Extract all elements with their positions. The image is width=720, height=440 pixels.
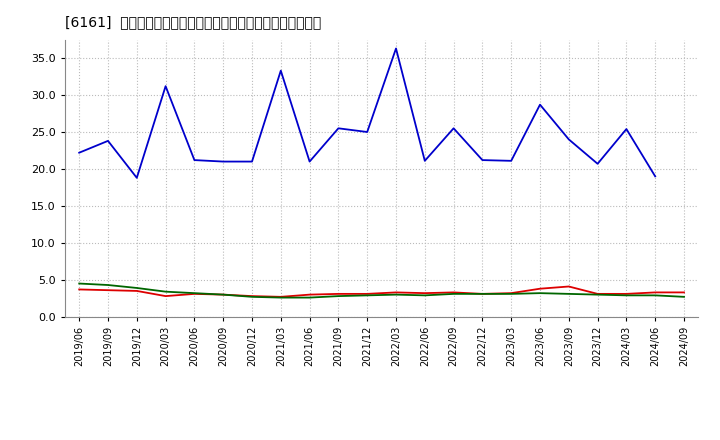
売上債権回転率 <box>420 290 429 296</box>
在庫回転率 <box>478 291 487 297</box>
買入債務回転率 <box>75 150 84 155</box>
売上債権回転率 <box>334 291 343 297</box>
買入債務回転率 <box>132 175 141 180</box>
買入債務回転率 <box>593 161 602 166</box>
売上債権回転率 <box>248 293 256 299</box>
在庫回転率 <box>276 295 285 300</box>
在庫回転率 <box>334 293 343 299</box>
在庫回転率 <box>305 295 314 300</box>
売上債権回転率 <box>104 288 112 293</box>
買入債務回転率 <box>564 137 573 142</box>
買入債務回転率 <box>420 158 429 164</box>
買入債務回転率 <box>248 159 256 164</box>
在庫回転率 <box>104 282 112 288</box>
買入債務回転率 <box>449 126 458 131</box>
在庫回転率 <box>507 291 516 297</box>
在庫回転率 <box>161 289 170 294</box>
売上債権回転率 <box>305 292 314 297</box>
Line: 在庫回転率: 在庫回転率 <box>79 283 684 297</box>
買入債務回転率 <box>334 126 343 131</box>
売上債権回転率 <box>392 290 400 295</box>
買入債務回転率 <box>651 174 660 179</box>
買入債務回転率 <box>161 84 170 89</box>
売上債権回転率 <box>219 292 228 297</box>
売上債権回転率 <box>622 291 631 297</box>
在庫回転率 <box>536 290 544 296</box>
買入債務回転率 <box>363 129 372 135</box>
売上債権回転率 <box>564 284 573 289</box>
在庫回転率 <box>680 294 688 300</box>
買入債務回転率 <box>536 102 544 107</box>
在庫回転率 <box>75 281 84 286</box>
在庫回転率 <box>622 293 631 298</box>
売上債権回転率 <box>507 290 516 296</box>
在庫回転率 <box>420 293 429 298</box>
売上債権回転率 <box>680 290 688 295</box>
売上債権回転率 <box>75 287 84 292</box>
買入債務回転率 <box>478 158 487 163</box>
在庫回転率 <box>219 292 228 297</box>
在庫回転率 <box>593 292 602 297</box>
売上債権回転率 <box>536 286 544 291</box>
Text: [6161]  売上債権回転率、買入債務回転率、在庫回転率の推移: [6161] 売上債権回転率、買入債務回転率、在庫回転率の推移 <box>65 15 321 29</box>
売上債権回転率 <box>161 293 170 299</box>
買入債務回転率 <box>104 138 112 143</box>
在庫回転率 <box>248 294 256 300</box>
在庫回転率 <box>564 291 573 297</box>
Line: 買入債務回転率: 買入債務回転率 <box>79 48 655 178</box>
在庫回転率 <box>392 292 400 297</box>
在庫回転率 <box>651 293 660 298</box>
売上債権回転率 <box>449 290 458 295</box>
在庫回転率 <box>132 285 141 290</box>
売上債権回転率 <box>132 288 141 293</box>
売上債権回転率 <box>276 294 285 300</box>
在庫回転率 <box>449 291 458 297</box>
買入債務回転率 <box>622 126 631 132</box>
買入債務回転率 <box>392 46 400 51</box>
在庫回転率 <box>190 290 199 296</box>
売上債権回転率 <box>593 291 602 297</box>
在庫回転率 <box>363 293 372 298</box>
買入債務回転率 <box>276 68 285 73</box>
買入債務回転率 <box>219 159 228 164</box>
売上債権回転率 <box>363 291 372 297</box>
買入債務回転率 <box>305 159 314 164</box>
買入債務回転率 <box>507 158 516 164</box>
Line: 売上債権回転率: 売上債権回転率 <box>79 286 684 297</box>
売上債権回転率 <box>478 291 487 297</box>
売上債権回転率 <box>190 291 199 297</box>
買入債務回転率 <box>190 158 199 163</box>
売上債権回転率 <box>651 290 660 295</box>
